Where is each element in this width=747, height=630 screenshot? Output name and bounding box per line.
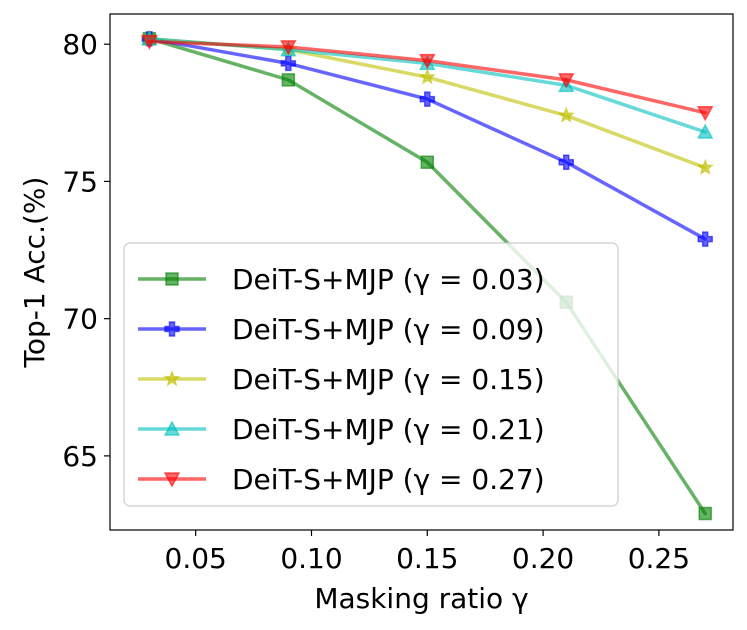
legend-box <box>123 242 619 507</box>
y-tick-label: 75 <box>62 165 98 198</box>
legend-label: DeiT-S+MJP (γ = 0.21) <box>232 413 545 446</box>
x-tick-label: 0.20 <box>512 542 574 575</box>
data-point <box>420 155 435 169</box>
legend-label: DeiT-S+MJP (γ = 0.09) <box>232 313 545 346</box>
legend-marker <box>163 369 181 387</box>
x-tick-label: 0.05 <box>165 542 227 575</box>
y-tick-label: 70 <box>62 303 98 336</box>
legend: DeiT-S+MJP (γ = 0.03) DeiT-S+MJP (γ = 0.0… <box>123 242 619 507</box>
legend-entry: DeiT-S+MJP (γ = 0.03) <box>138 263 545 296</box>
legend-entry: DeiT-S+MJP (γ = 0.27) <box>138 463 545 496</box>
series-5 <box>141 34 714 122</box>
legend-entry: DeiT-S+MJP (γ = 0.15) <box>138 363 545 396</box>
legend-label: DeiT-S+MJP (γ = 0.15) <box>232 363 545 396</box>
data-point <box>696 123 714 139</box>
legend-label: DeiT-S+MJP (γ = 0.27) <box>232 463 545 496</box>
data-point <box>557 106 575 123</box>
data-point <box>558 154 574 170</box>
series-4 <box>141 30 714 139</box>
plot-frame <box>109 13 734 531</box>
y-axis-label: Top-1 Acc.(%) <box>18 177 51 369</box>
data-point <box>697 231 713 247</box>
data-point <box>281 73 296 87</box>
x-tick-label: 0.15 <box>396 542 458 575</box>
data-point <box>280 55 297 72</box>
data-point <box>141 34 158 51</box>
y-tick-label: 65 <box>62 440 98 473</box>
data-point <box>557 73 575 89</box>
data-point <box>418 68 436 85</box>
data-point <box>419 53 436 70</box>
y-tick-label: 80 <box>62 28 98 61</box>
series-group <box>140 29 714 521</box>
x-axis-label: Masking ratio γ <box>314 582 528 615</box>
axes-group: 0.05 0.10 0.15 0.20 0.25 65 70 75 80 Masking rati… <box>18 13 734 615</box>
data-point <box>696 106 714 122</box>
data-point <box>698 506 712 521</box>
x-tick-label: 0.25 <box>628 542 690 575</box>
legend-marker <box>163 472 181 488</box>
data-point <box>696 158 714 176</box>
data-point <box>280 40 297 56</box>
legend-marker <box>163 420 181 436</box>
legend-entry: DeiT-S+MJP (γ = 0.21) <box>138 413 545 446</box>
legend-entry: DeiT-S+MJP (γ = 0.09) <box>138 313 545 346</box>
legend-marker <box>164 321 180 337</box>
legend-label: DeiT-S+MJP (γ = 0.03) <box>232 263 545 296</box>
data-point <box>419 91 436 107</box>
x-tick-label: 0.10 <box>280 542 342 575</box>
legend-marker <box>165 272 179 286</box>
